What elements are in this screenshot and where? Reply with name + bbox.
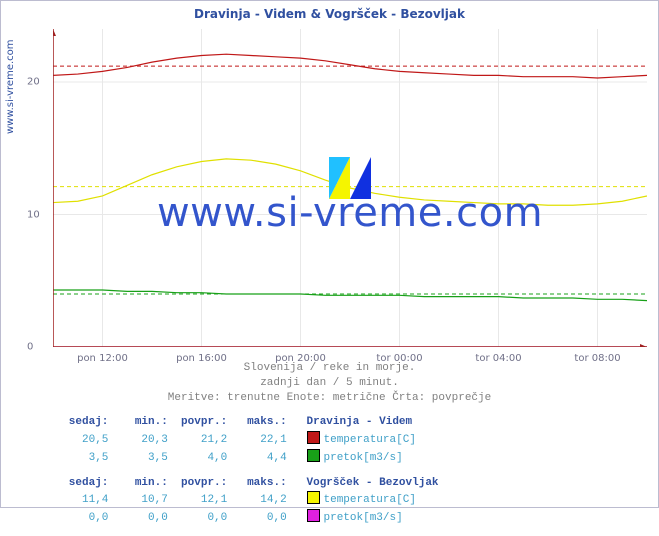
plot-area: pon 12:00pon 16:00pon 20:00tor 00:00tor …: [53, 29, 647, 347]
legend-swatch-icon: [307, 449, 320, 462]
subtitle: Slovenija / reke in morje.zadnji dan / 5…: [1, 361, 658, 406]
table-header: sedaj: min.: povpr.: maks.: Vogršček - B…: [49, 476, 439, 491]
chart-title: Dravinja - Videm & Vogršček - Bezovljak: [1, 1, 658, 21]
table-row: 11,4 10,7 12,1 14,2 temperatura[C]: [49, 490, 439, 508]
legend-swatch-icon: [307, 431, 320, 444]
legend-swatch-icon: [307, 509, 320, 522]
legend-swatch-icon: [307, 491, 320, 504]
table-row: 3,5 3,5 4,0 4,4 pretok[m3/s]: [49, 448, 439, 466]
table-header: sedaj: min.: povpr.: maks.: Dravinja - V…: [49, 415, 439, 430]
table-row: 0,0 0,0 0,0 0,0 pretok[m3/s]: [49, 508, 439, 526]
subtitle-line: Meritve: trenutne Enote: metrične Črta: …: [1, 391, 658, 406]
series-label: temperatura[C]: [324, 434, 416, 446]
series-label: pretok[m3/s]: [324, 452, 403, 464]
stats-tables: sedaj: min.: povpr.: maks.: Dravinja - V…: [49, 415, 439, 536]
series-label: pretok[m3/s]: [324, 512, 403, 524]
y-tick-label: 10: [27, 209, 40, 220]
subtitle-line: zadnji dan / 5 minut.: [1, 376, 658, 391]
side-label: www.si-vreme.com: [5, 39, 16, 134]
subtitle-line: Slovenija / reke in morje.: [1, 361, 658, 376]
series-label: temperatura[C]: [324, 494, 416, 506]
table-row: 20,5 20,3 21,2 22,1 temperatura[C]: [49, 430, 439, 448]
y-tick-label: 0: [27, 342, 33, 353]
y-tick-label: 20: [27, 77, 40, 88]
plot-svg: [53, 29, 647, 347]
